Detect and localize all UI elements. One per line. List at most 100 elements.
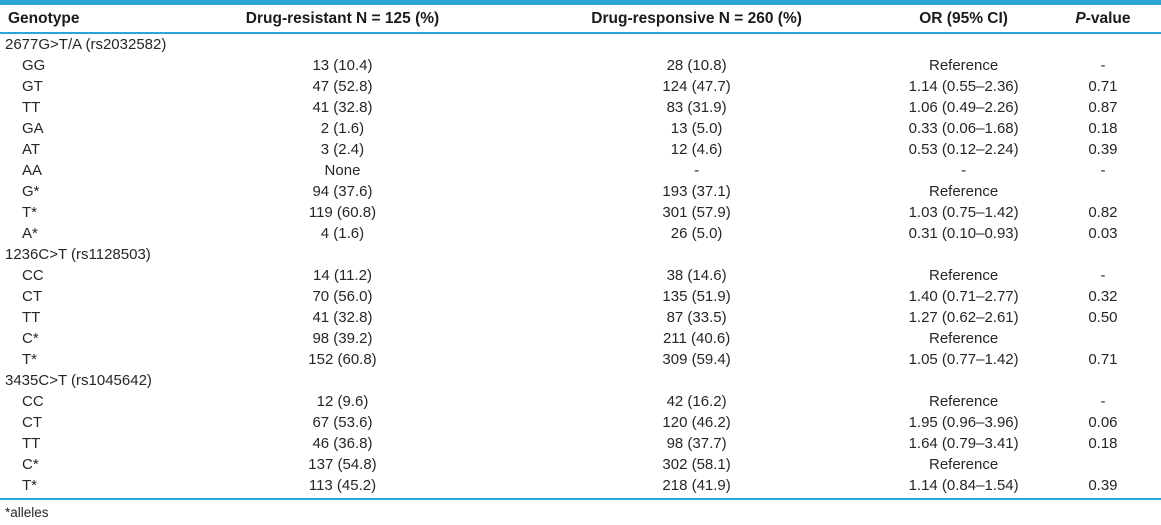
genotype-cell: TT xyxy=(22,435,41,452)
table-row: CT 70 (56.0) 135 (51.9) 1.40 (0.71–2.77) 0.3… xyxy=(0,286,1161,307)
drug-responsive-cell: 135 (51.9) xyxy=(662,288,731,305)
drug-resistant-cell: 41 (32.8) xyxy=(312,99,373,116)
p-value-cell: 0.71 xyxy=(1088,351,1118,368)
p-value-cell: 0.03 xyxy=(1088,225,1118,242)
p-value-cell: 0.71 xyxy=(1088,78,1118,95)
or-cell: Reference xyxy=(929,57,999,74)
drug-responsive-cell: 12 (4.6) xyxy=(670,141,723,158)
section-title: 1236C>T (rs1128503) xyxy=(5,246,151,263)
drug-resistant-cell: 113 (45.2) xyxy=(308,477,377,494)
or-cell: 1.14 (0.84–1.54) xyxy=(908,477,1019,494)
genotype-cell: AT xyxy=(22,141,41,158)
drug-resistant-cell: 67 (53.6) xyxy=(312,414,373,431)
drug-responsive-cell: 26 (5.0) xyxy=(670,225,723,242)
or-cell: 0.33 (0.06–1.68) xyxy=(908,120,1019,137)
table-row: GA 2 (1.6) 13 (5.0) 0.33 (0.06–1.68) 0.18 xyxy=(0,118,1161,139)
section-title: 2677G>T/A (rs2032582) xyxy=(5,36,167,53)
p-value-cell: 0.39 xyxy=(1088,477,1118,494)
drug-resistant-cell: 94 (37.6) xyxy=(312,183,373,200)
table-row: CT 67 (53.6) 120 (46.2) 1.95 (0.96–3.96) 0.0… xyxy=(0,412,1161,433)
or-cell: 1.64 (0.79–3.41) xyxy=(908,435,1019,452)
genotype-cell: T* xyxy=(22,204,37,221)
genotype-cell: TT xyxy=(22,309,41,326)
column-header-genotype: Genotype xyxy=(8,10,80,27)
or-cell: 1.06 (0.49–2.26) xyxy=(908,99,1019,116)
drug-resistant-cell: 13 (10.4) xyxy=(312,57,373,74)
or-cell: Reference xyxy=(929,267,999,284)
column-header-p-value: P-value xyxy=(1045,3,1161,34)
drug-resistant-cell: 12 (9.6) xyxy=(316,393,369,410)
p-value-cell: 0.18 xyxy=(1088,120,1118,137)
p-value-cell: 0.06 xyxy=(1088,414,1118,431)
drug-resistant-cell: 4 (1.6) xyxy=(320,225,365,242)
drug-resistant-cell: 152 (60.8) xyxy=(308,351,377,368)
or-cell: - xyxy=(961,162,967,179)
drug-responsive-cell: 38 (14.6) xyxy=(666,267,727,284)
drug-resistant-cell: 98 (39.2) xyxy=(312,330,373,347)
p-value-italic-p: P xyxy=(1075,10,1086,27)
column-header-drug-resistant: Drug-resistant N = 125 (%) xyxy=(245,10,440,27)
column-header-or-ci: OR (95% CI) xyxy=(919,10,1008,27)
or-cell: Reference xyxy=(929,456,999,473)
section-header-row: 2677G>T/A (rs2032582) xyxy=(0,33,1161,55)
or-cell: 0.31 (0.10–0.93) xyxy=(908,225,1019,242)
p-value-cell: 0.32 xyxy=(1088,288,1118,305)
table-body: 2677G>T/A (rs2032582) GG 13 (10.4) 28 (10.8… xyxy=(0,33,1161,498)
p-value-cell: 0.87 xyxy=(1088,99,1118,116)
table-header-row: Genotype Drug-resistant N = 125 (%) Drug… xyxy=(0,2,1161,34)
or-cell: Reference xyxy=(929,393,999,410)
or-cell: 1.05 (0.77–1.42) xyxy=(908,351,1019,368)
p-value-cell xyxy=(1045,454,1161,475)
table-row: A* 4 (1.6) 26 (5.0) 0.31 (0.10–0.93) 0.03 xyxy=(0,223,1161,244)
drug-responsive-cell: 302 (58.1) xyxy=(662,456,731,473)
table-row: G* 94 (37.6) 193 (37.1) Reference xyxy=(0,181,1161,202)
table-row: GG 13 (10.4) 28 (10.8) Reference - xyxy=(0,55,1161,76)
drug-responsive-cell: 13 (5.0) xyxy=(670,120,723,137)
drug-responsive-cell: 309 (59.4) xyxy=(662,351,731,368)
p-value-cell: 0.39 xyxy=(1088,141,1118,158)
table-row: T* 152 (60.8) 309 (59.4) 1.05 (0.77–1.42) 0.… xyxy=(0,349,1161,370)
genotype-cell: CC xyxy=(22,393,44,410)
or-cell: 1.95 (0.96–3.96) xyxy=(908,414,1019,431)
drug-resistant-cell: 2 (1.6) xyxy=(320,120,365,137)
drug-resistant-cell: 3 (2.4) xyxy=(320,141,365,158)
or-cell: Reference xyxy=(929,330,999,347)
p-value-cell: 0.50 xyxy=(1088,309,1118,326)
genotype-cell: C* xyxy=(22,456,39,473)
or-cell: 0.53 (0.12–2.24) xyxy=(908,141,1019,158)
table-row: GT 47 (52.8) 124 (47.7) 1.14 (0.55–2.36) 0.7… xyxy=(0,76,1161,97)
p-value-cell xyxy=(1045,328,1161,349)
table-row: T* 119 (60.8) 301 (57.9) 1.03 (0.75–1.42) 0.… xyxy=(0,202,1161,223)
p-value-cell: - xyxy=(1100,393,1106,410)
drug-resistant-cell: None xyxy=(324,162,361,179)
table-row: CC 14 (11.2) 38 (14.6) Reference - xyxy=(0,265,1161,286)
table-row: T* 113 (45.2) 218 (41.9) 1.14 (0.84–1.54) 0.… xyxy=(0,475,1161,498)
genotype-cell: CC xyxy=(22,267,44,284)
genotype-cell: C* xyxy=(22,330,39,347)
drug-resistant-cell: 47 (52.8) xyxy=(312,78,373,95)
section-title: 3435C>T (rs1045642) xyxy=(5,372,152,389)
genotype-cell: G* xyxy=(22,183,40,200)
drug-responsive-cell: 211 (40.6) xyxy=(662,330,731,347)
drug-resistant-cell: 46 (36.8) xyxy=(312,435,373,452)
drug-resistant-cell: 14 (11.2) xyxy=(313,267,372,284)
genotype-cell: T* xyxy=(22,351,37,368)
genotype-cell: GA xyxy=(22,120,44,137)
drug-responsive-cell: 42 (16.2) xyxy=(666,393,727,410)
table-row: TT 46 (36.8) 98 (37.7) 1.64 (0.79–3.41) 0.18 xyxy=(0,433,1161,454)
drug-responsive-cell: 301 (57.9) xyxy=(662,204,731,221)
table-row: CC 12 (9.6) 42 (16.2) Reference - xyxy=(0,391,1161,412)
table-footnote: *alleles xyxy=(5,505,49,520)
drug-resistant-cell: 41 (32.8) xyxy=(312,309,373,326)
p-value-cell: - xyxy=(1100,162,1106,179)
table-row: AA None - - - xyxy=(0,160,1161,181)
table-row: AT 3 (2.4) 12 (4.6) 0.53 (0.12–2.24) 0.39 xyxy=(0,139,1161,160)
drug-responsive-cell: 28 (10.8) xyxy=(666,57,727,74)
drug-responsive-cell: 124 (47.7) xyxy=(662,78,731,95)
table-header: Genotype Drug-resistant N = 125 (%) Drug… xyxy=(0,2,1161,34)
drug-responsive-cell: 218 (41.9) xyxy=(662,477,731,494)
table-row: TT 41 (32.8) 83 (31.9) 1.06 (0.49–2.26) 0.87 xyxy=(0,97,1161,118)
genotype-association-table: Genotype Drug-resistant N = 125 (%) Drug… xyxy=(0,2,1161,498)
genotype-cell: AA xyxy=(22,162,43,179)
or-cell: 1.27 (0.62–2.61) xyxy=(908,309,1019,326)
